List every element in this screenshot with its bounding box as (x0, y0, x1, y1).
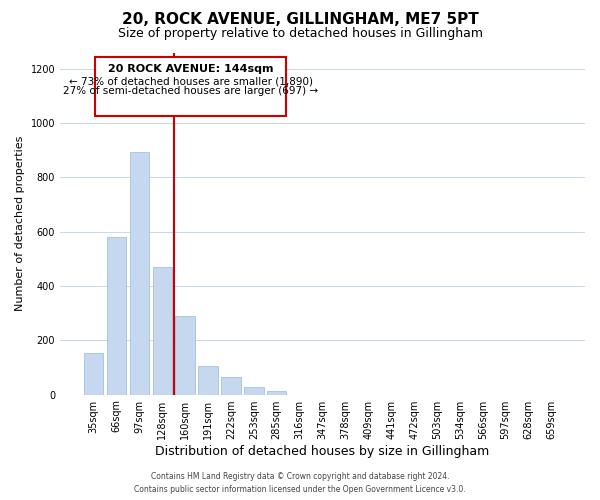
Bar (152, 267, 172, 394)
Y-axis label: Number of detached properties: Number of detached properties (15, 136, 25, 311)
FancyBboxPatch shape (95, 56, 286, 116)
Text: 27% of semi-detached houses are larger (697) →: 27% of semi-detached houses are larger (… (64, 86, 319, 97)
Bar (130, 152, 149, 394)
Bar (244, 387, 263, 394)
Text: 20, ROCK AVENUE, GILLINGHAM, ME7 5PT: 20, ROCK AVENUE, GILLINGHAM, ME7 5PT (122, 12, 478, 28)
Text: Contains HM Land Registry data © Crown copyright and database right 2024.
Contai: Contains HM Land Registry data © Crown c… (134, 472, 466, 494)
X-axis label: Distribution of detached houses by size in Gillingham: Distribution of detached houses by size … (155, 444, 490, 458)
Bar (175, 316, 195, 394)
Bar (267, 392, 286, 394)
Bar (84, 352, 103, 395)
Bar (221, 377, 241, 394)
Text: ← 73% of detached houses are smaller (1,890): ← 73% of detached houses are smaller (1,… (69, 77, 313, 87)
Bar (199, 366, 218, 394)
Text: Size of property relative to detached houses in Gillingham: Size of property relative to detached ho… (118, 26, 482, 40)
Bar (107, 237, 126, 394)
Text: 20 ROCK AVENUE: 144sqm: 20 ROCK AVENUE: 144sqm (108, 64, 274, 74)
